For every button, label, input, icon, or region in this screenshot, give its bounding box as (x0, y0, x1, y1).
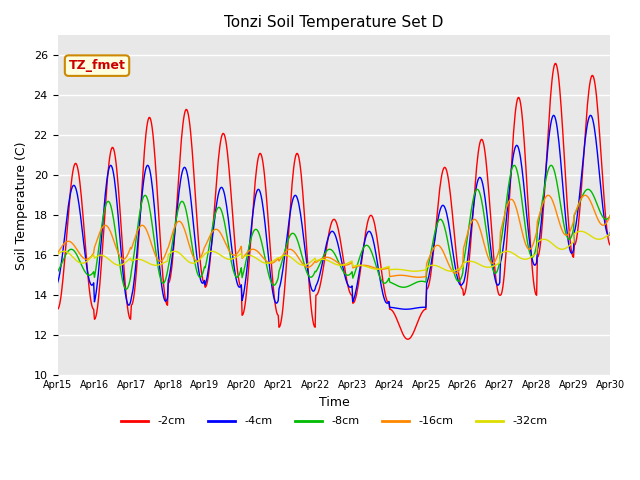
Legend: -2cm, -4cm, -8cm, -16cm, -32cm: -2cm, -4cm, -8cm, -16cm, -32cm (116, 412, 552, 431)
-16cm (581, 192, 589, 198)
-8cm (122, 287, 130, 292)
-8cm (402, 284, 410, 290)
-4cm (177, 178, 184, 183)
-16cm (54, 250, 61, 256)
-32cm (206, 249, 214, 254)
-8cm (120, 284, 128, 290)
-8cm (64, 249, 72, 255)
-4cm (401, 306, 409, 312)
Text: TZ_fmet: TZ_fmet (68, 59, 125, 72)
-2cm (607, 242, 614, 248)
-8cm (607, 212, 614, 218)
-32cm (54, 252, 61, 258)
-16cm (415, 275, 423, 280)
-4cm (587, 112, 595, 118)
-16cm (206, 233, 214, 239)
-32cm (418, 268, 426, 274)
-8cm (177, 199, 185, 204)
-8cm (54, 269, 61, 275)
-8cm (547, 162, 555, 168)
X-axis label: Time: Time (319, 396, 349, 408)
-2cm (120, 272, 128, 277)
-16cm (64, 239, 72, 244)
-16cm (418, 274, 426, 280)
-16cm (177, 219, 184, 225)
-2cm (418, 310, 426, 315)
-4cm (607, 229, 614, 235)
-32cm (401, 267, 409, 273)
-4cm (64, 209, 72, 215)
Line: -4cm: -4cm (58, 115, 611, 309)
-2cm (404, 336, 412, 342)
Title: Tonzi Soil Temperature Set D: Tonzi Soil Temperature Set D (224, 15, 444, 30)
-32cm (577, 228, 584, 234)
-8cm (207, 235, 214, 241)
Line: -32cm: -32cm (58, 231, 611, 271)
-4cm (54, 280, 61, 286)
-32cm (64, 250, 72, 255)
-2cm (551, 60, 559, 66)
-4cm (402, 306, 410, 312)
-4cm (418, 304, 426, 310)
-32cm (607, 231, 614, 237)
-32cm (120, 260, 128, 266)
-2cm (206, 261, 214, 267)
Y-axis label: Soil Temperature (C): Soil Temperature (C) (15, 141, 28, 270)
Line: -16cm: -16cm (58, 195, 611, 277)
-4cm (120, 283, 128, 289)
-2cm (64, 221, 72, 227)
-32cm (177, 251, 184, 257)
-16cm (607, 212, 614, 218)
-2cm (54, 306, 61, 312)
Line: -8cm: -8cm (58, 165, 611, 289)
-32cm (410, 268, 418, 274)
-2cm (401, 335, 409, 340)
Line: -2cm: -2cm (58, 63, 611, 339)
-2cm (177, 146, 184, 152)
-8cm (418, 278, 426, 284)
-4cm (206, 256, 214, 262)
-16cm (401, 273, 409, 278)
-16cm (120, 256, 128, 262)
